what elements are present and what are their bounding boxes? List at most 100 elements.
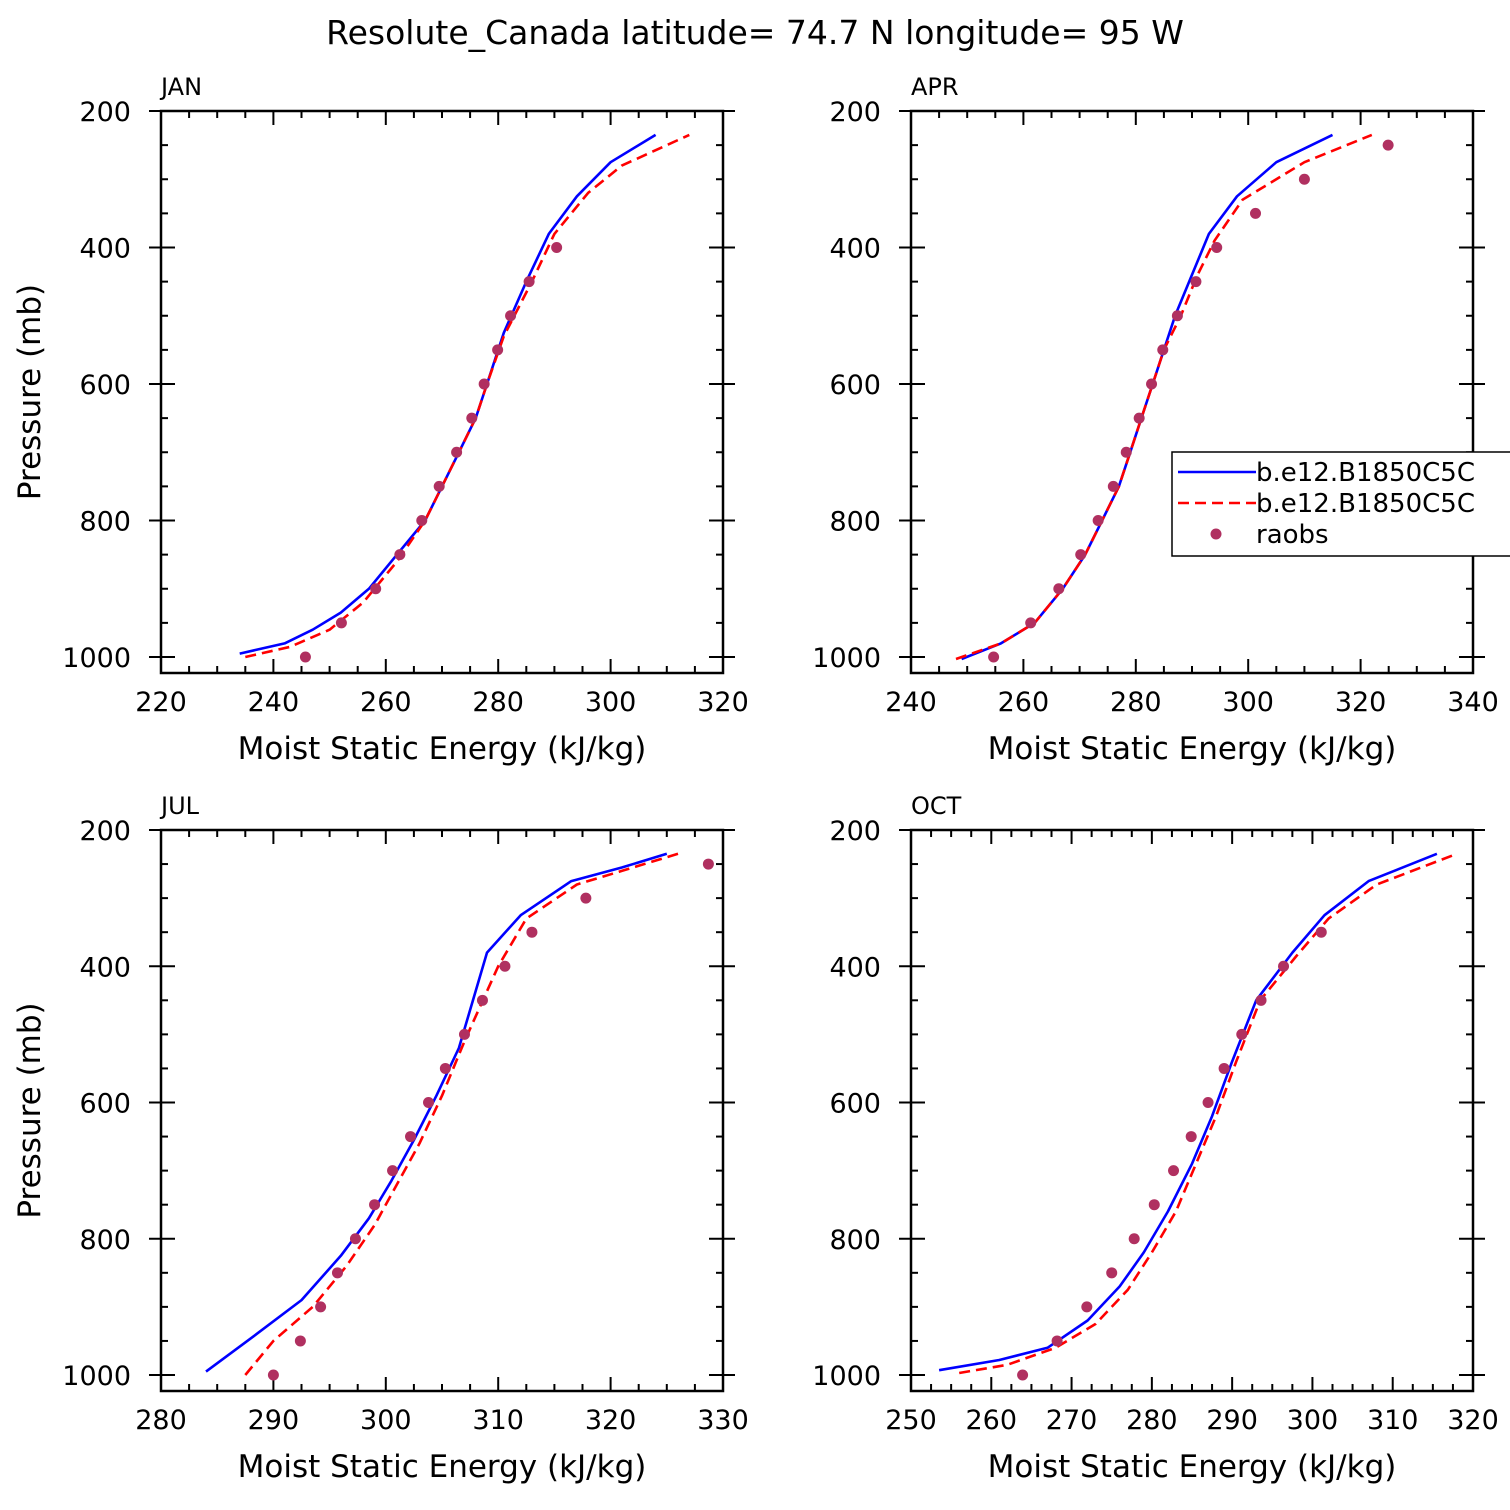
- x-tick-label: 300: [360, 1405, 412, 1436]
- y-axis-label: Pressure (mb): [12, 284, 48, 500]
- legend-label: raobs: [1256, 520, 1329, 550]
- y-tick-label: 800: [829, 1225, 881, 1256]
- raobs-point: [466, 412, 478, 424]
- raobs-point: [439, 1062, 451, 1074]
- series-line-dashed: [958, 852, 1458, 1375]
- y-tick-label: 200: [79, 816, 131, 847]
- y-tick-label: 400: [79, 234, 131, 265]
- plot-frame: [159, 109, 725, 675]
- raobs-point: [267, 1369, 279, 1381]
- raobs-point: [370, 583, 382, 595]
- raobs-point: [1128, 1233, 1140, 1245]
- y-tick-label: 200: [829, 97, 881, 128]
- y-axis-label: Pressure (mb): [12, 1002, 48, 1218]
- x-tick-label: 310: [1367, 1405, 1419, 1436]
- panel-label: JUL: [159, 792, 200, 820]
- y-tick-label: 600: [829, 370, 881, 401]
- x-tick-label: 280: [135, 1405, 187, 1436]
- y-tick-label: 400: [79, 952, 131, 983]
- raobs-point: [294, 1335, 306, 1347]
- x-tick-label: 340: [1447, 687, 1499, 718]
- legend-label: b.e12.B1850C5C: [1256, 458, 1475, 488]
- raobs-point: [523, 276, 535, 288]
- panel-label: APR: [911, 73, 959, 101]
- x-tick-label: 220: [135, 687, 187, 718]
- raobs-point: [369, 1199, 381, 1211]
- raobs-point: [451, 446, 463, 458]
- y-tick-label: 1000: [812, 643, 881, 674]
- y-tick-label: 600: [79, 370, 131, 401]
- raobs-point: [1081, 1301, 1093, 1313]
- raobs-point: [702, 858, 714, 870]
- x-tick-label: 260: [360, 687, 412, 718]
- x-tick-label: 310: [472, 1405, 524, 1436]
- raobs-point: [458, 1028, 470, 1040]
- raobs-point: [1157, 344, 1169, 356]
- plot-frame: [159, 828, 725, 1393]
- raobs-point: [433, 480, 445, 492]
- raobs-point: [478, 378, 490, 390]
- raobs-point: [1211, 242, 1223, 253]
- raobs-point: [1092, 515, 1104, 526]
- raobs-point: [1053, 583, 1065, 595]
- x-tick-label: 260: [998, 687, 1050, 718]
- raobs-point: [1075, 549, 1087, 561]
- legend-box: [1171, 451, 1510, 557]
- raobs-point: [1171, 310, 1183, 322]
- y-tick-label: 1000: [812, 1361, 881, 1392]
- x-tick-label: 290: [1206, 1405, 1258, 1436]
- panel-label: OCT: [911, 792, 962, 820]
- raobs-point: [1051, 1335, 1063, 1347]
- figure-title: Resolute_Canada latitude= 74.7 N longitu…: [326, 13, 1184, 52]
- plot-frame: [909, 828, 1475, 1393]
- raobs-point: [988, 651, 1000, 663]
- raobs-point: [492, 344, 504, 356]
- raobs-point: [1202, 1097, 1214, 1108]
- x-tick-label: 320: [697, 687, 749, 718]
- raobs-point: [1120, 446, 1132, 458]
- panel-apr: APR 240 260 280 300 320 340 200 400 600 800 1000 Moi…: [812, 73, 1498, 767]
- y-tick-label: 200: [829, 816, 881, 847]
- raobs-point: [405, 1131, 417, 1143]
- y-tick-label: 400: [829, 952, 881, 983]
- raobs-point: [1146, 378, 1158, 390]
- series-line-dashed: [955, 133, 1373, 661]
- x-axis-label: Moist Static Energy (kJ/kg): [988, 731, 1397, 767]
- x-tick-label: 300: [1222, 687, 1274, 718]
- raobs-point: [349, 1233, 361, 1245]
- y-tick-label: 800: [829, 507, 881, 538]
- y-tick-label: 800: [79, 1225, 131, 1256]
- x-tick-label: 300: [1287, 1405, 1339, 1436]
- raobs-point: [1106, 1267, 1118, 1279]
- legend-label: b.e12.B1850C5C: [1256, 489, 1475, 519]
- raobs-point: [331, 1267, 343, 1279]
- y-tick-label: 200: [79, 97, 131, 128]
- x-tick-label: 240: [248, 687, 300, 718]
- y-tick-label: 600: [79, 1089, 131, 1120]
- raobs-point: [1255, 994, 1267, 1006]
- raobs-point: [505, 310, 517, 322]
- raobs-point: [526, 926, 538, 938]
- raobs-point: [423, 1097, 435, 1108]
- raobs-point: [299, 651, 311, 663]
- raobs-point: [551, 242, 563, 253]
- x-tick-label: 320: [1335, 687, 1387, 718]
- raobs-point: [1148, 1199, 1160, 1211]
- series-line-dashed: [245, 133, 690, 659]
- plot-frame: [909, 109, 1475, 675]
- panel-label: JAN: [159, 73, 202, 101]
- raobs-point: [476, 994, 488, 1006]
- raobs-point: [1278, 960, 1290, 972]
- x-tick-label: 330: [697, 1405, 749, 1436]
- x-axis-label: Moist Static Energy (kJ/kg): [238, 1449, 647, 1485]
- panel-jul: JUL 280 290 300 310 320 330 200 400 600 800 1000 Moi…: [12, 792, 749, 1485]
- y-tick-label: 600: [829, 1089, 881, 1120]
- raobs-point: [1025, 617, 1037, 629]
- legend-marker-dot: [1210, 528, 1222, 540]
- x-tick-label: 290: [248, 1405, 300, 1436]
- x-axis-label: Moist Static Energy (kJ/kg): [988, 1449, 1397, 1485]
- x-tick-label: 320: [585, 1405, 637, 1436]
- series-line-solid: [205, 852, 668, 1373]
- raobs-point: [1017, 1369, 1029, 1381]
